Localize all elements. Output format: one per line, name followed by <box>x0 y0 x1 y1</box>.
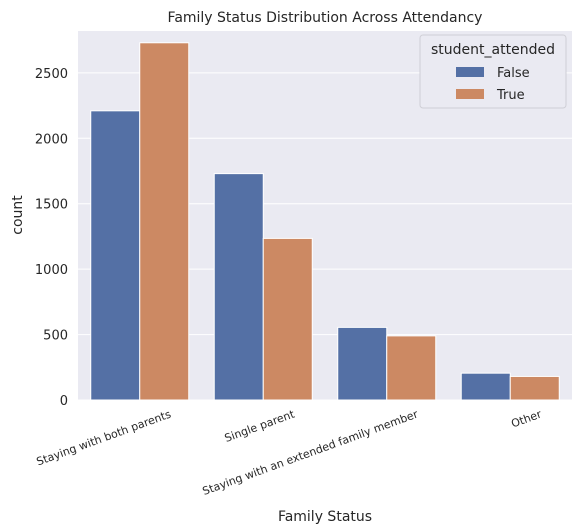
bar-true-1 <box>262 237 313 401</box>
bar-true-0 <box>139 42 190 401</box>
y-tick-label: 1000 <box>35 263 68 278</box>
y-tick-label: 2500 <box>35 67 68 82</box>
y-tick-label: 500 <box>43 329 68 344</box>
y-axis-label: count <box>10 195 26 235</box>
bar-false-2 <box>337 326 388 401</box>
y-tick-label: 0 <box>60 394 68 409</box>
bars <box>90 42 560 401</box>
x-tick-label: Staying with an extended family member <box>201 407 421 497</box>
legend-label-false: False <box>497 66 530 81</box>
y-tick-label: 1500 <box>35 198 68 213</box>
legend-swatch-false <box>456 67 484 77</box>
y-tick-label: 2000 <box>35 132 68 147</box>
legend-label-true: True <box>496 88 525 103</box>
x-axis-label: Family Status <box>278 509 372 525</box>
bar-true-2 <box>386 335 437 401</box>
legend-swatch-true <box>456 89 484 99</box>
x-tick-label: Staying with both parents <box>35 408 173 469</box>
x-tick-label: Single parent <box>223 407 297 445</box>
x-tick-label: Other <box>509 407 543 430</box>
y-tick-labels: 0 500 1000 1500 2000 2500 <box>35 67 68 409</box>
x-tick-labels: Staying with both parents Single parentSt… <box>35 407 544 498</box>
bar-true-3 <box>509 375 560 401</box>
legend: student_attended False True <box>419 34 567 109</box>
bar-false-1 <box>213 173 264 401</box>
bar-false-0 <box>90 110 141 401</box>
chart-title: Family Status Distribution Across Attend… <box>168 10 483 26</box>
bar-false-3 <box>460 372 511 401</box>
legend-title: student_attended <box>431 42 555 58</box>
